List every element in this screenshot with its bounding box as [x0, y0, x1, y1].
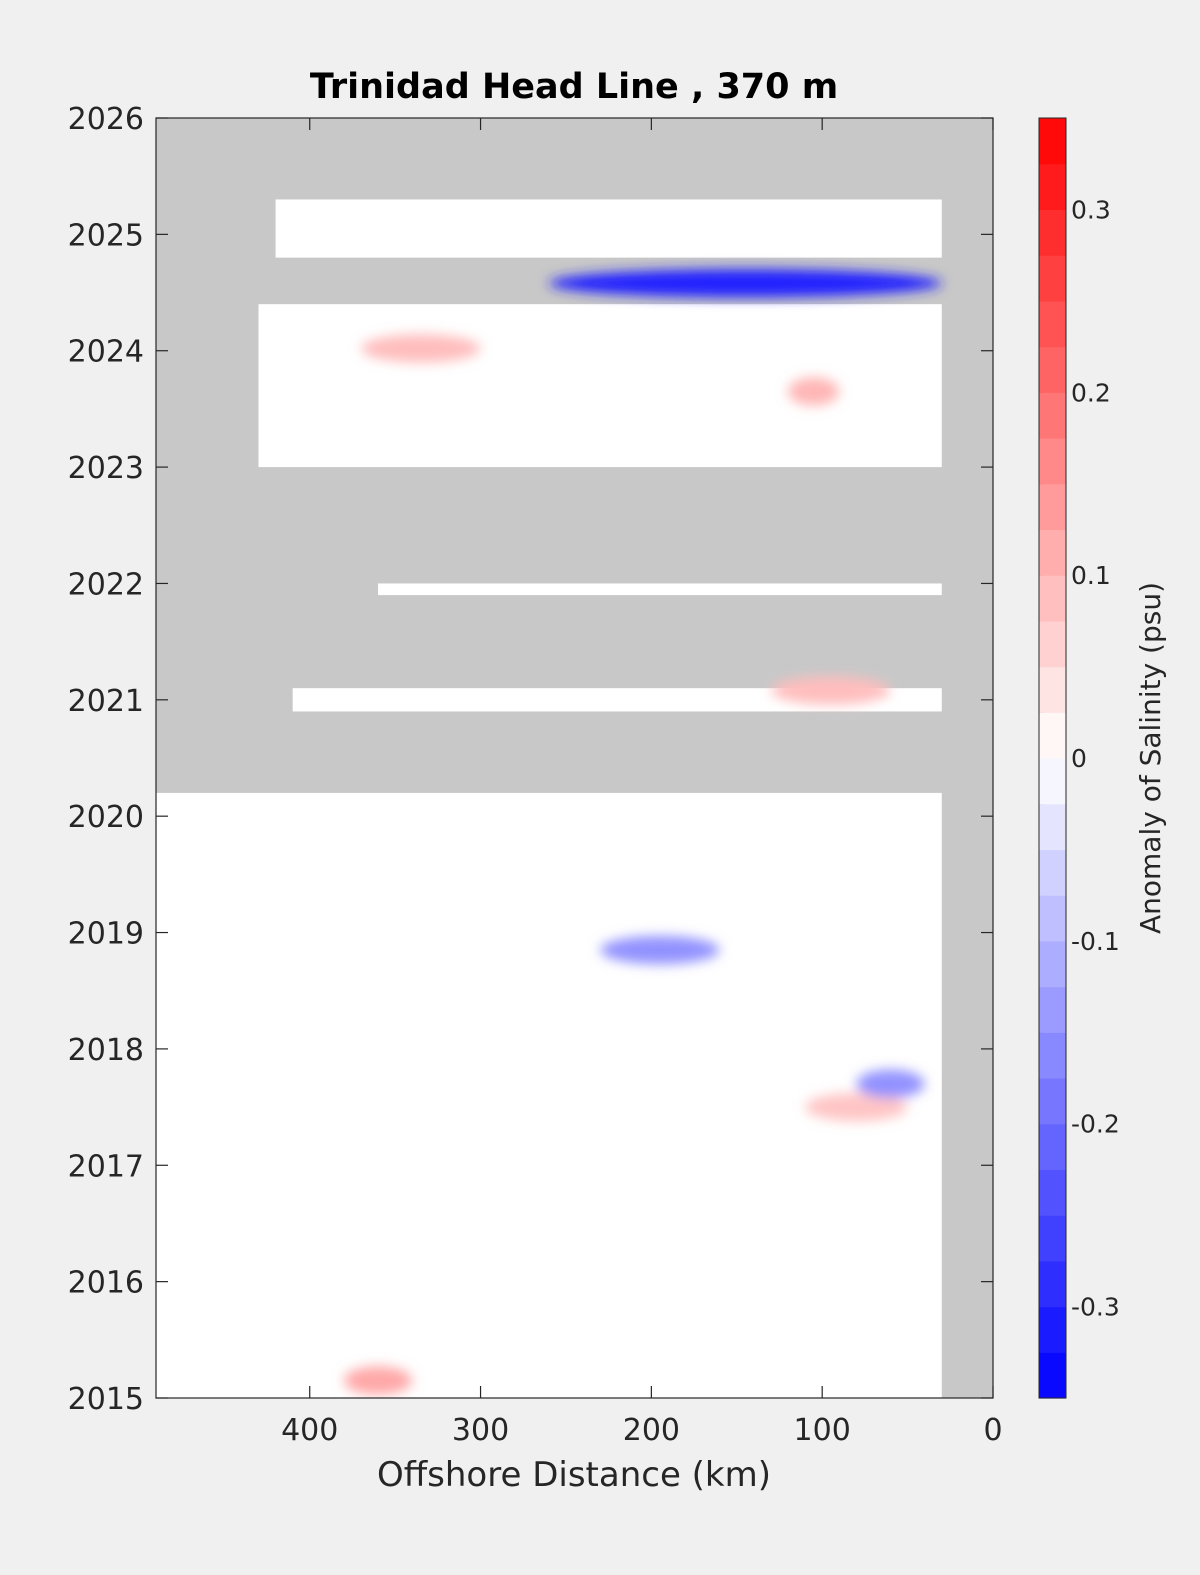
colorbar-segment — [1039, 1123, 1066, 1171]
colorbar-segment — [1039, 1215, 1066, 1262]
y-tick-label: 2019 — [68, 917, 144, 952]
x-tick-label: 400 — [281, 1413, 338, 1448]
colorbar-segment — [1039, 118, 1066, 165]
y-tick-label: 2020 — [68, 800, 144, 835]
colorbar-frame — [1038, 117, 1067, 1399]
y-tick-label: 2023 — [68, 451, 144, 486]
colorbar-segment — [1039, 483, 1066, 531]
colorbar-segment — [1039, 895, 1066, 942]
x-tick-label: 300 — [452, 1413, 509, 1448]
x-tick-label: 200 — [623, 1413, 680, 1448]
colorbar-tick-label: 0 — [1071, 744, 1087, 773]
x-tick-label: 0 — [983, 1413, 1002, 1448]
colorbar-segment — [1039, 300, 1066, 348]
y-tick-label: 2021 — [68, 684, 144, 719]
colorbar-segment — [1039, 1306, 1066, 1353]
colorbar-segment — [1039, 712, 1066, 759]
colorbar-segment — [1039, 209, 1066, 256]
y-tick-label: 2016 — [68, 1266, 144, 1301]
colorbar-segment — [1039, 346, 1066, 393]
anomaly-patch-5 — [360, 334, 481, 363]
y-tick-label: 2018 — [68, 1033, 144, 1068]
anomaly-patch-3 — [770, 676, 891, 705]
anomaly-patch-7 — [856, 1069, 925, 1098]
colorbar-segment — [1039, 163, 1066, 211]
colorbar-tick-label: 0.2 — [1071, 378, 1111, 407]
colorbar-segment — [1039, 986, 1066, 1033]
x-axis-label: Offshore Distance (km) — [377, 1455, 771, 1495]
colorbar-segment — [1039, 1078, 1066, 1125]
data-band-4 — [275, 199, 942, 258]
colorbar-segment — [1039, 758, 1066, 805]
colorbar-label: Anomaly of Salinity (psu) — [1134, 582, 1167, 934]
y-axis: 2015 2016 2017 2018 2019 2020 2021 2022 2023 2024… — [68, 102, 993, 1417]
y-tick-label: 2015 — [68, 1382, 144, 1417]
anomaly-patches — [343, 269, 942, 1395]
colorbar-segment — [1039, 940, 1066, 988]
colorbar-segment — [1039, 255, 1066, 302]
data-bands — [156, 199, 942, 1398]
colorbar-segment — [1039, 620, 1066, 668]
colorbar: 0.3 0.2 0.1 0 -0.1 -0.2 -0.3 — [1038, 117, 1120, 1399]
y-tick-label: 2022 — [68, 567, 144, 602]
colorbar-tick-label: -0.2 — [1071, 1110, 1120, 1139]
colorbar-segment — [1039, 803, 1066, 851]
anomaly-patch-4 — [788, 377, 840, 406]
x-tick-label: 100 — [794, 1413, 851, 1448]
colorbar-segment — [1039, 529, 1066, 576]
chart-title: Trinidad Head Line , 370 m — [310, 67, 838, 107]
data-band-3 — [258, 304, 942, 468]
plot-area — [156, 118, 993, 1398]
colorbar-segment — [1039, 849, 1066, 896]
data-band-0 — [156, 792, 942, 1398]
colorbar-segment — [1039, 1169, 1066, 1216]
anomaly-patch-2 — [343, 1366, 413, 1395]
anomaly-patch-1 — [600, 935, 720, 965]
colorbar-tick-label: -0.1 — [1071, 927, 1120, 956]
colorbar-segment — [1039, 392, 1066, 439]
y-tick-label: 2026 — [68, 102, 144, 137]
y-tick-label: 2024 — [68, 335, 144, 370]
x-axis: 400 300 200 100 0 — [281, 118, 1003, 1448]
colorbar-segment — [1039, 575, 1066, 622]
colorbar-segment — [1039, 666, 1066, 713]
colorbar-segment — [1039, 438, 1066, 485]
colorbar-segment — [1039, 1260, 1066, 1308]
y-tick-label: 2017 — [68, 1149, 144, 1184]
anomaly-patch-6 — [805, 1092, 908, 1122]
data-band-2 — [378, 583, 942, 596]
colorbar-tick-label: 0.3 — [1071, 195, 1111, 224]
colorbar-segment — [1039, 1352, 1066, 1399]
y-tick-label: 2025 — [68, 218, 144, 253]
anomaly-patch-0 — [548, 269, 942, 298]
colorbar-tick-label: -0.3 — [1071, 1293, 1120, 1322]
colorbar-tick-label: 0.1 — [1071, 561, 1111, 590]
plot-frame — [155, 117, 994, 1399]
colorbar-segment — [1039, 1032, 1066, 1079]
